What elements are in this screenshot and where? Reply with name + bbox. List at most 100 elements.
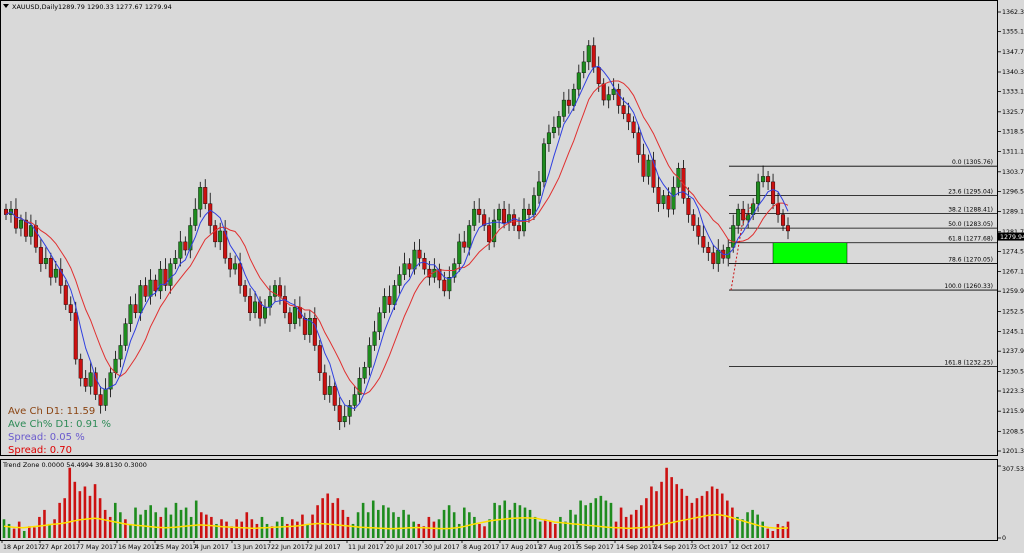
histogram-bar-119 xyxy=(604,500,608,538)
candle-41 xyxy=(208,192,213,234)
price-tick-label-3: 1340.30 xyxy=(1002,69,1024,76)
histogram-bar-52 xyxy=(265,523,269,538)
time-tick-label-0: 18 Apr 2017 xyxy=(3,544,42,551)
candle-9 xyxy=(48,252,53,286)
candle-93 xyxy=(467,220,472,256)
chart-menu-triangle-icon[interactable] xyxy=(3,4,9,8)
indicator-panel-frame xyxy=(0,459,998,541)
price-tick-label-6: 1318.50 xyxy=(1002,128,1024,135)
histogram-bar-143 xyxy=(726,500,729,538)
fib-label-100.0: 100.0 (1260.33) xyxy=(944,283,993,290)
candle-45 xyxy=(228,252,233,278)
histogram-bar-111 xyxy=(564,521,567,538)
candle-129 xyxy=(646,154,651,185)
histogram-bar-146 xyxy=(741,519,744,538)
candle-137 xyxy=(686,187,691,223)
price-tick-label-5: 1325.70 xyxy=(1002,109,1024,116)
candle-86 xyxy=(432,258,437,283)
histogram-bar-73 xyxy=(371,500,375,538)
histogram-bar-135 xyxy=(685,495,689,538)
histogram-bar-0 xyxy=(2,519,6,538)
candle-119 xyxy=(596,56,601,92)
histogram-bar-116 xyxy=(589,502,593,538)
candle-75 xyxy=(377,307,382,341)
histogram-bar-10 xyxy=(53,519,56,538)
histogram-bar-130 xyxy=(660,481,663,538)
histogram-bar-41 xyxy=(210,516,213,538)
histogram-bar-152 xyxy=(771,530,775,538)
histogram-bar-149 xyxy=(756,514,759,538)
candle-16 xyxy=(83,370,88,392)
candle-107 xyxy=(536,170,541,204)
candle-157 xyxy=(786,217,791,240)
candle-69 xyxy=(347,400,352,425)
histogram-bar-45 xyxy=(230,526,233,538)
spread-pct-label: Spread: 0.05 % xyxy=(8,432,85,443)
price-tick-label-19: 1223.30 xyxy=(1002,388,1024,395)
histogram-bar-133 xyxy=(675,484,679,538)
candle-77 xyxy=(387,285,392,313)
histogram-bar-35 xyxy=(179,509,183,538)
current-price-marker: 1279.94 xyxy=(998,232,1024,241)
histogram-bar-100 xyxy=(508,509,512,538)
candle-148 xyxy=(741,200,746,226)
histogram-bar-126 xyxy=(640,505,643,538)
histogram-bar-102 xyxy=(518,505,522,538)
histogram-bar-134 xyxy=(680,488,684,538)
histogram-bar-96 xyxy=(488,519,491,538)
histogram-bar-81 xyxy=(412,521,416,538)
fib-label-0.0: 0.0 (1305.76) xyxy=(952,159,993,166)
target-zone xyxy=(772,242,848,264)
histogram-bar-53 xyxy=(270,526,274,538)
candle-128 xyxy=(641,143,646,182)
candle-146 xyxy=(731,214,736,253)
histogram-bar-82 xyxy=(417,523,421,538)
candle-123 xyxy=(616,83,621,114)
time-tick-label-3: 16 May 2017 xyxy=(118,544,159,551)
histogram-bar-150 xyxy=(761,521,765,538)
histogram-bar-23 xyxy=(119,512,122,538)
candle-49 xyxy=(248,288,253,321)
histogram-bar-113 xyxy=(574,514,577,538)
candle-99 xyxy=(497,203,502,229)
histogram-bar-129 xyxy=(655,491,658,538)
histogram-bar-29 xyxy=(149,505,152,538)
candle-130 xyxy=(651,151,656,193)
fib-label-161.8: 161.8 (1232.25) xyxy=(944,360,993,367)
candle-97 xyxy=(487,217,492,251)
candle-0 xyxy=(3,203,8,221)
candle-147 xyxy=(736,203,741,234)
candle-60 xyxy=(302,312,307,341)
histogram-bar-19 xyxy=(98,498,102,538)
candle-4 xyxy=(23,211,28,242)
histogram-bar-36 xyxy=(184,507,188,538)
candle-111 xyxy=(556,110,561,136)
candle-36 xyxy=(183,236,188,256)
candle-80 xyxy=(402,252,407,281)
histogram-bar-122 xyxy=(619,507,623,538)
histogram-bar-15 xyxy=(78,491,82,538)
candle-96 xyxy=(482,209,487,231)
histogram-bar-120 xyxy=(609,502,613,538)
candle-42 xyxy=(213,220,218,248)
candle-32 xyxy=(163,258,168,291)
histogram-bar-66 xyxy=(336,498,340,538)
candle-98 xyxy=(492,209,497,248)
histogram-bar-89 xyxy=(452,512,456,538)
candle-84 xyxy=(422,252,427,275)
ave-ch-label: Ave Ch D1: 11.59 xyxy=(8,406,95,417)
candle-64 xyxy=(322,364,327,401)
fib-label-38.2: 38.2 (1288.41) xyxy=(948,206,993,213)
fib-label-61.8: 61.8 (1277.68) xyxy=(948,236,993,243)
candle-94 xyxy=(472,200,477,231)
candle-88 xyxy=(442,271,447,297)
candle-132 xyxy=(661,190,666,210)
price-tick-label-1: 1355.10 xyxy=(1002,29,1024,36)
current-price-label: 1279.94 xyxy=(1000,234,1024,241)
candle-120 xyxy=(601,78,606,106)
histogram-bar-101 xyxy=(513,502,517,538)
histogram-bar-11 xyxy=(58,502,61,538)
price-tick-label-12: 1274.50 xyxy=(1002,248,1024,255)
candle-81 xyxy=(407,258,412,278)
histogram-bar-24 xyxy=(124,519,127,538)
